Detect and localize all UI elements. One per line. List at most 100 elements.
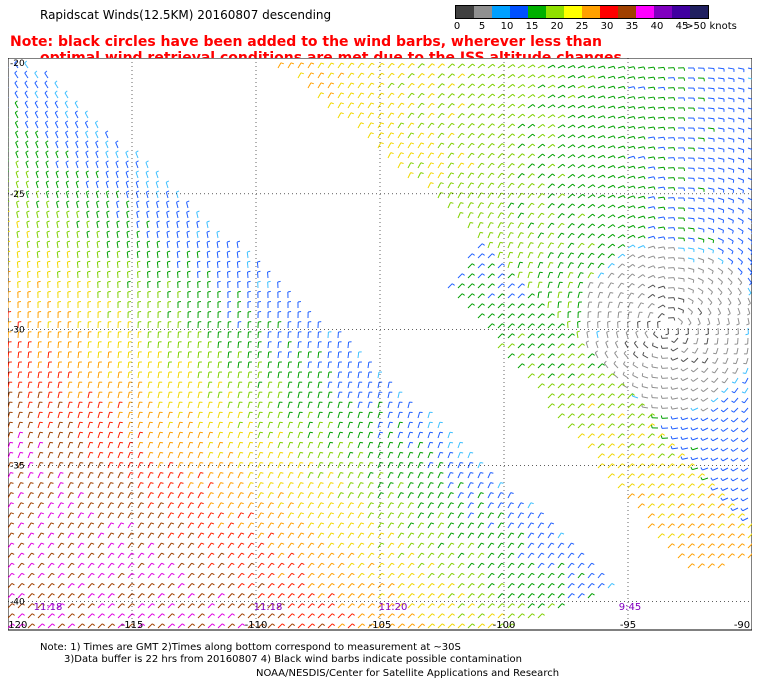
wind-barb-flag — [481, 562, 485, 566]
wind-barb — [36, 212, 39, 219]
wind-barb-flag — [221, 542, 225, 545]
wind-barb — [116, 202, 119, 209]
wind-barb — [27, 341, 30, 349]
legend-label: 45 — [675, 21, 689, 32]
wind-barb-flag — [37, 250, 41, 253]
wind-barb — [287, 542, 292, 549]
wind-barb — [277, 492, 282, 499]
wind-barb-flag — [400, 512, 404, 515]
wind-barb-flag — [75, 180, 80, 183]
wind-barb-flag — [207, 280, 211, 283]
wind-barb — [67, 593, 73, 599]
wind-barb — [437, 422, 441, 429]
wind-barb — [74, 112, 79, 119]
wind-barb — [27, 593, 33, 599]
wind-barb-flag — [141, 542, 145, 545]
wind-barb — [287, 392, 290, 399]
wind-barb-flag — [217, 300, 222, 303]
wind-barb-flag — [14, 100, 18, 104]
wind-barb-flag — [126, 240, 131, 243]
wind-barb-flag — [400, 492, 404, 495]
wind-barb-flag — [410, 482, 414, 484]
wind-barb — [8, 361, 10, 369]
wind-barb — [247, 412, 251, 419]
wind-barb-flag — [14, 90, 18, 94]
wind-barb-flag — [31, 593, 35, 596]
wind-barb-flag — [471, 582, 475, 586]
wind-barb-flag — [281, 542, 285, 545]
wind-barb-flag — [44, 90, 48, 94]
wind-barb — [467, 462, 471, 469]
wind-barb-flag — [160, 472, 164, 474]
wind-barb — [14, 102, 19, 109]
wind-barb — [467, 452, 471, 459]
wind-barb-flag — [591, 572, 595, 576]
legend-swatch — [582, 6, 600, 18]
wind-barb-flag — [360, 482, 364, 484]
wind-barb — [17, 422, 21, 429]
wind-barb-flag — [15, 140, 19, 143]
wind-barb — [237, 452, 241, 459]
wind-barb-flag — [177, 250, 181, 253]
wind-barb — [217, 442, 221, 449]
wind-barb — [657, 76, 665, 79]
wind-barb — [44, 92, 49, 99]
wind-barb-flag — [157, 270, 161, 273]
wind-barb — [27, 402, 30, 409]
wind-barb — [187, 432, 191, 439]
wind-barb — [397, 522, 402, 529]
wind-barb — [367, 372, 370, 379]
wind-barb — [357, 361, 360, 369]
wind-barb-flag — [247, 270, 251, 273]
wind-barb — [177, 552, 182, 559]
wind-barb-flag — [127, 250, 131, 253]
wind-barb — [97, 392, 100, 399]
wind-barb — [47, 442, 51, 449]
wind-barb-flag — [237, 290, 241, 293]
wind-barb — [327, 452, 331, 459]
legend-swatch — [636, 6, 654, 18]
wind-barb-flag — [70, 522, 75, 525]
wind-barb-flag — [200, 522, 205, 525]
wind-barb — [16, 251, 19, 259]
wind-barb-flag — [561, 532, 565, 535]
wind-barb-flag — [56, 210, 60, 213]
wind-barb-flag — [299, 441, 304, 444]
wind-barb — [517, 512, 522, 519]
wind-barb — [507, 552, 512, 559]
wind-barb-flag — [170, 461, 174, 464]
wind-barb — [507, 572, 513, 579]
wind-barb — [167, 532, 172, 539]
wind-barb — [147, 472, 151, 479]
wind-barb-flag — [380, 502, 384, 505]
wind-barb-flag — [451, 582, 455, 586]
wind-barb — [327, 462, 331, 469]
wind-barb-flag — [400, 502, 404, 505]
wind-barb-flag — [196, 210, 200, 213]
wind-barb-flag — [270, 482, 274, 484]
wind-barb-flag — [54, 80, 58, 84]
wind-barb-flag — [116, 230, 120, 233]
wind-barb — [397, 442, 401, 449]
wind-barb — [207, 372, 210, 379]
wind-barb — [217, 562, 223, 569]
wind-barb — [67, 583, 73, 589]
wind-barb — [257, 452, 261, 459]
wind-barb — [337, 482, 342, 489]
wind-barb — [257, 351, 260, 359]
wind-barb-flag — [230, 492, 234, 495]
wind-barb-flag — [330, 502, 334, 505]
wind-barb — [246, 251, 249, 259]
wind-barb-flag — [35, 160, 39, 163]
wind-barb — [317, 402, 320, 409]
wind-barb-flag — [300, 482, 304, 484]
wind-barb-flag — [186, 220, 190, 223]
wind-barb — [127, 532, 132, 539]
wind-barb — [87, 532, 92, 539]
wind-barb — [337, 472, 341, 479]
wind-barb-flag — [341, 532, 345, 535]
wind-barb — [196, 241, 199, 249]
wind-barb-flag — [459, 441, 464, 444]
wind-barb — [467, 562, 473, 569]
wind-barb — [207, 432, 211, 439]
